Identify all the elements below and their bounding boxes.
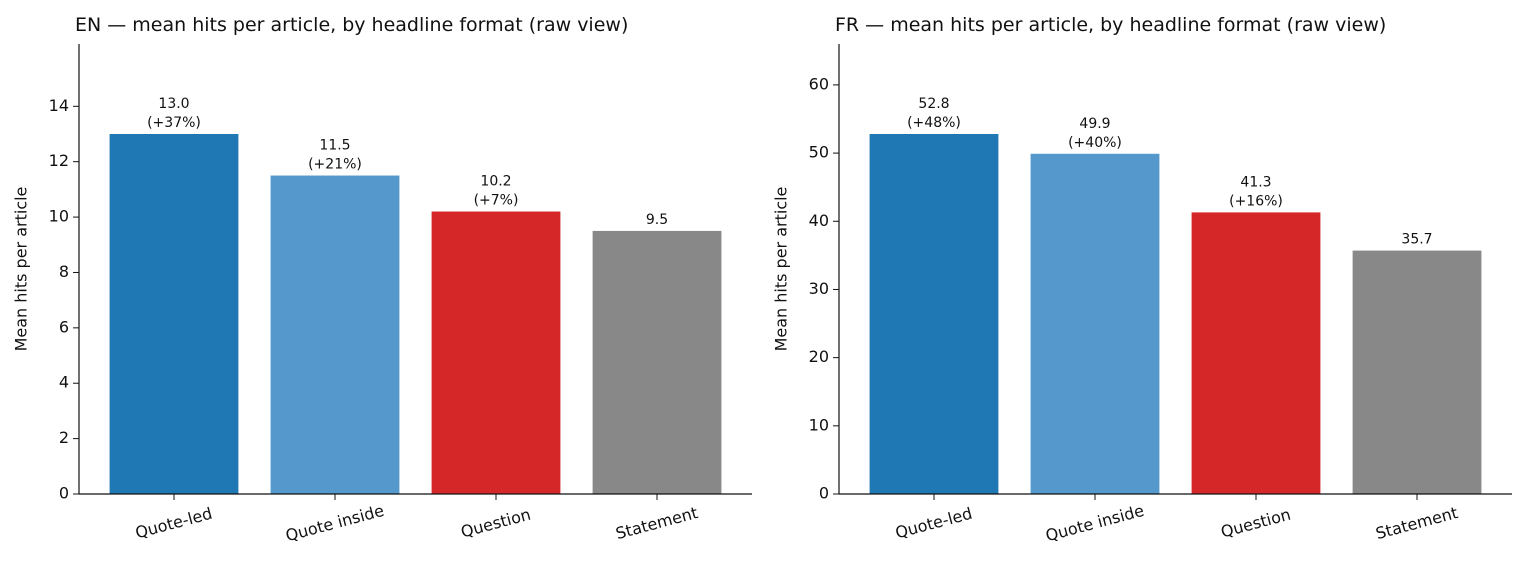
y-axis-label: Mean hits per article xyxy=(12,187,31,352)
value-label: 52.8 xyxy=(918,96,949,112)
value-label: 10.2 xyxy=(480,174,511,190)
change-label: (+16%) xyxy=(1229,193,1283,209)
y-tick-label: 12 xyxy=(49,151,69,170)
y-tick-label: 2 xyxy=(59,428,69,447)
value-label: 41.3 xyxy=(1240,174,1271,190)
bar xyxy=(592,230,722,494)
y-tick-label: 6 xyxy=(59,317,69,336)
y-tick-label: 10 xyxy=(809,415,829,434)
y-tick-label: 60 xyxy=(809,74,829,93)
change-label: (+48%) xyxy=(907,115,961,131)
value-label: 49.9 xyxy=(1079,116,1110,132)
value-label: 9.5 xyxy=(646,212,668,228)
value-label: 11.5 xyxy=(319,138,350,154)
y-tick-label: 0 xyxy=(819,484,829,503)
bar xyxy=(1191,212,1321,494)
x-tick-label: Quote inside xyxy=(1043,501,1146,546)
bar xyxy=(1030,153,1160,495)
x-tick-label: Quote-led xyxy=(893,504,974,543)
change-label: (+21%) xyxy=(308,157,362,173)
change-label: (+40%) xyxy=(1068,135,1122,151)
y-tick-label: 40 xyxy=(809,211,829,230)
bar xyxy=(869,134,999,494)
x-tick-label: Quote-led xyxy=(133,504,214,543)
x-tick-label: Statement xyxy=(614,503,700,543)
y-tick-label: 14 xyxy=(49,96,69,115)
y-tick-label: 4 xyxy=(59,373,69,392)
x-tick-label: Quote inside xyxy=(283,501,386,546)
chart-title: EN — mean hits per article, by headline … xyxy=(75,14,628,36)
x-tick-label: Statement xyxy=(1374,503,1460,543)
x-tick-label: Question xyxy=(459,505,533,542)
y-tick-label: 8 xyxy=(59,262,69,281)
y-tick-label: 30 xyxy=(809,279,829,298)
x-tick-label: Question xyxy=(1219,505,1293,542)
bar xyxy=(1352,250,1482,494)
change-label: (+37%) xyxy=(147,115,201,131)
value-label: 35.7 xyxy=(1401,232,1432,248)
value-label: 13.0 xyxy=(158,96,189,112)
bar xyxy=(431,211,561,495)
y-tick-label: 0 xyxy=(59,484,69,503)
chart-title: FR — mean hits per article, by headline … xyxy=(835,14,1386,36)
bar xyxy=(109,134,239,494)
change-label: (+7%) xyxy=(474,193,519,209)
y-tick-label: 20 xyxy=(809,347,829,366)
y-axis-label: Mean hits per article xyxy=(772,187,791,352)
y-tick-label: 10 xyxy=(49,207,69,226)
y-tick-label: 50 xyxy=(809,143,829,162)
bar xyxy=(270,175,400,495)
